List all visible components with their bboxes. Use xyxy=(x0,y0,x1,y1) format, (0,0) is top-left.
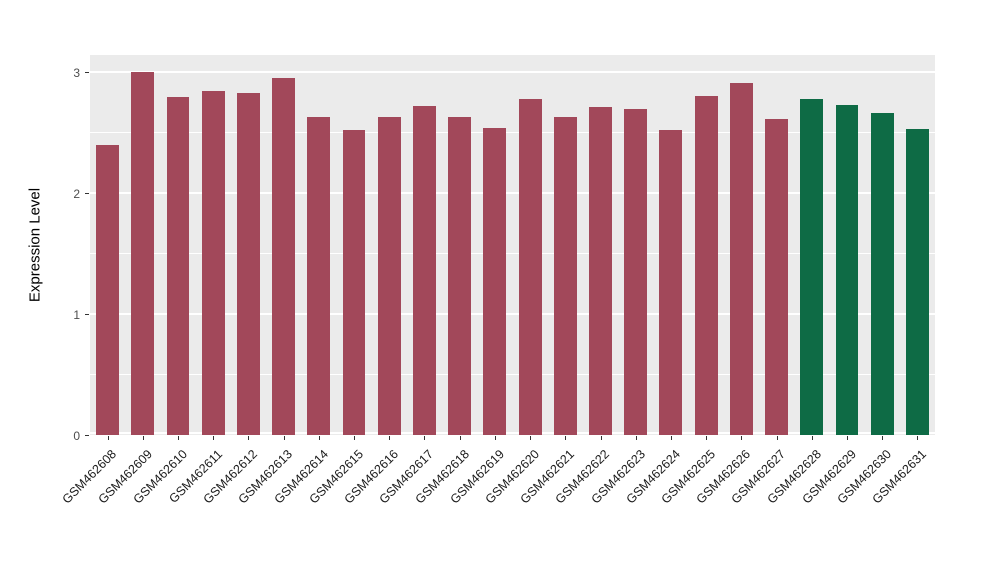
x-tick-mark xyxy=(107,436,109,440)
bar-GSM462613 xyxy=(272,78,296,435)
y-tick-mark xyxy=(85,313,89,315)
x-tick-mark xyxy=(917,436,919,440)
bar-GSM462614 xyxy=(307,116,331,435)
bar-GSM462628 xyxy=(800,98,824,435)
y-tick-mark xyxy=(85,192,89,194)
gridline-major xyxy=(90,70,935,73)
bar-GSM462631 xyxy=(905,128,929,435)
gridline-major xyxy=(90,312,935,315)
x-tick-mark xyxy=(600,436,602,440)
bar-GSM462619 xyxy=(483,127,507,435)
bar-GSM462609 xyxy=(131,71,155,435)
x-tick-mark xyxy=(248,436,250,440)
bar-GSM462616 xyxy=(377,116,401,435)
x-tick-mark xyxy=(142,436,144,440)
x-tick-mark xyxy=(741,436,743,440)
y-tick-mark xyxy=(85,71,89,73)
x-tick-mark xyxy=(670,436,672,440)
bar-GSM462618 xyxy=(448,116,472,435)
x-tick-mark xyxy=(424,436,426,440)
bar-GSM462621 xyxy=(553,116,577,435)
gridline-minor xyxy=(90,131,935,133)
gridline-minor xyxy=(90,252,935,254)
x-tick-mark xyxy=(389,436,391,440)
bar-GSM462625 xyxy=(694,96,718,435)
x-tick-mark xyxy=(530,436,532,440)
plot-panel xyxy=(90,55,935,435)
y-axis-title: Expression Level xyxy=(26,187,44,303)
y-tick-label: 0 xyxy=(73,429,80,443)
bar-GSM462617 xyxy=(413,105,436,435)
y-tick-label: 2 xyxy=(73,186,80,201)
x-tick-mark xyxy=(776,436,778,440)
bar-GSM462615 xyxy=(342,130,366,435)
x-tick-mark xyxy=(706,436,708,440)
bar-GSM462622 xyxy=(589,107,612,435)
y-tick-label: 1 xyxy=(73,307,80,322)
bar-GSM462612 xyxy=(236,92,260,435)
x-tick-mark xyxy=(565,436,567,440)
gridline-major xyxy=(90,191,935,194)
bar-GSM462630 xyxy=(870,113,894,435)
x-tick-mark xyxy=(494,436,496,440)
bar-GSM462627 xyxy=(765,119,788,435)
bar-GSM462611 xyxy=(201,91,225,435)
gridline-major xyxy=(90,432,935,434)
x-tick-mark xyxy=(459,436,461,440)
x-tick-mark xyxy=(811,436,813,440)
bar-GSM462624 xyxy=(659,130,683,435)
x-tick-mark xyxy=(283,436,285,440)
gridline-minor xyxy=(90,373,935,375)
x-tick-mark xyxy=(354,436,356,440)
x-tick-mark xyxy=(213,436,215,440)
x-tick-mark xyxy=(846,436,848,440)
bar-GSM462608 xyxy=(96,144,120,435)
bar-GSM462610 xyxy=(166,97,190,435)
x-tick-mark xyxy=(882,436,884,440)
bar-GSM462629 xyxy=(835,104,859,435)
y-tick-mark xyxy=(85,435,89,436)
y-tick-label: 3 xyxy=(73,65,80,80)
bar-GSM462623 xyxy=(624,109,648,435)
bar-GSM462626 xyxy=(729,82,753,435)
x-tick-mark xyxy=(178,436,180,440)
bar-GSM462620 xyxy=(518,98,542,435)
x-tick-mark xyxy=(318,436,320,440)
x-tick-mark xyxy=(635,436,637,440)
